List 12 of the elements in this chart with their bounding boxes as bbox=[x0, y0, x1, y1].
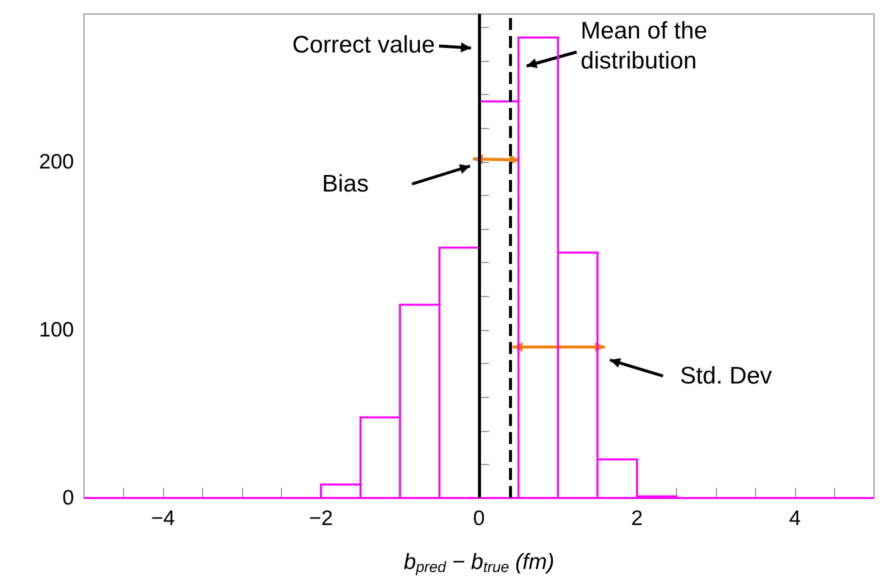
annotation: Std. Dev bbox=[680, 362, 772, 390]
x-tick-label: 4 bbox=[789, 507, 802, 530]
x-tick-label: 2 bbox=[631, 507, 643, 530]
y-tick-label: 0 bbox=[62, 486, 74, 510]
x-tick-label: −4 bbox=[151, 507, 176, 530]
y-tick-label: 200 bbox=[38, 150, 74, 174]
annotation: Bias bbox=[322, 170, 369, 198]
x-tick-label: −2 bbox=[309, 507, 333, 530]
x-tick-label: 0 bbox=[473, 507, 485, 530]
ref-line-label: Mean of the distribution bbox=[580, 18, 708, 74]
y-tick-label: 100 bbox=[38, 318, 74, 342]
ref-line-label: Correct value bbox=[292, 32, 436, 58]
